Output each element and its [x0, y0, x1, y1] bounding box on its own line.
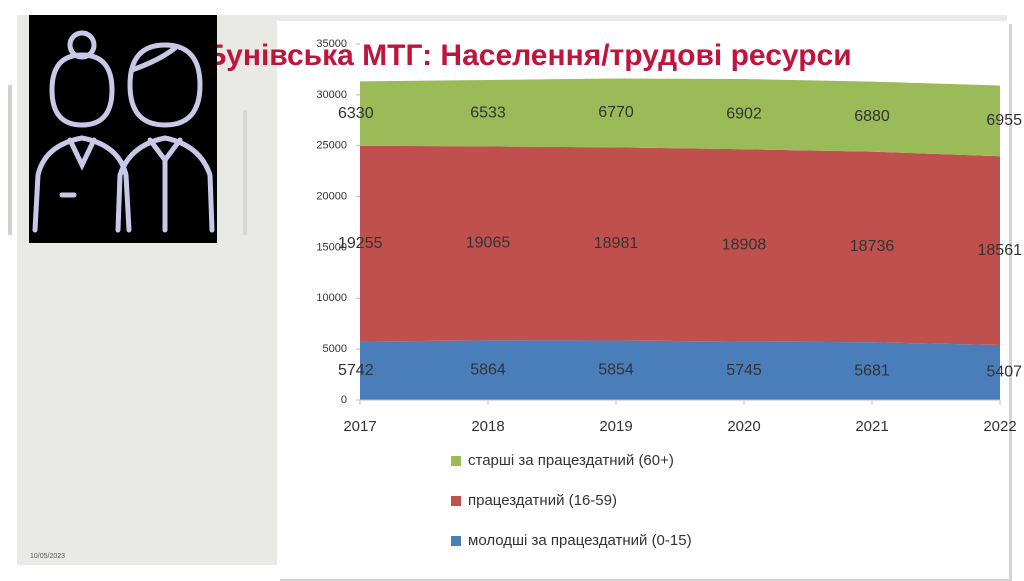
x-tick-label: 2021: [855, 418, 888, 435]
data-label: 5681: [854, 362, 890, 379]
data-label: 6955: [986, 112, 1022, 129]
y-tick-label: 15000: [316, 241, 347, 253]
data-label: 6880: [854, 108, 890, 125]
data-label: 5745: [726, 362, 762, 379]
area: [360, 340, 1000, 400]
data-label: 6533: [470, 104, 506, 121]
data-label: 6902: [726, 105, 762, 122]
x-tick-label: 2018: [471, 418, 504, 435]
data-label: 18561: [978, 242, 1023, 259]
x-tick-label: 2017: [343, 418, 376, 435]
legend-swatch: [451, 536, 461, 546]
area: [360, 145, 1000, 346]
data-label: 18981: [594, 235, 639, 252]
y-tick-label: 35000: [316, 38, 347, 50]
legend-swatch: [451, 496, 461, 506]
data-label: 18908: [722, 237, 767, 254]
legend-label: старші за працездатний (60+): [468, 452, 674, 469]
data-label: 5854: [598, 361, 634, 378]
data-label: 6770: [598, 104, 634, 121]
data-label: 19255: [338, 235, 383, 252]
legend-swatch: [451, 456, 461, 466]
decor-bar: [8, 85, 12, 235]
y-tick-label: 5000: [323, 343, 347, 355]
x-tick-label: 2019: [599, 418, 632, 435]
data-label: 5407: [986, 364, 1022, 381]
y-tick-label: 30000: [316, 89, 347, 101]
y-tick-label: 20000: [316, 190, 347, 202]
people-image: [29, 15, 217, 243]
y-tick-label: 0: [341, 394, 347, 406]
x-tick-label: 2022: [983, 418, 1016, 435]
y-tick-label: 25000: [316, 140, 347, 152]
slide-date: 10/05/2023: [30, 553, 65, 560]
people-icon: [32, 30, 215, 233]
data-label: 18736: [850, 238, 895, 255]
plot-area: 0 5000 10000 15000 20000 25000 30000 35000 2017 2…: [316, 38, 1022, 435]
legend-label: працездатний (16-59): [468, 492, 617, 509]
data-label: 5742: [338, 362, 374, 379]
chart-title: Бунівська МТГ: Населення/трудові ресурси: [205, 39, 852, 72]
area: [360, 78, 1000, 157]
y-tick-label: 10000: [316, 292, 347, 304]
data-label: 19065: [466, 235, 511, 252]
data-label: 6330: [338, 105, 374, 122]
data-label: 5864: [470, 361, 506, 378]
decor-bar: [243, 110, 247, 235]
x-tick-label: 2020: [727, 418, 760, 435]
legend-label: молодші за працездатний (0-15): [468, 532, 692, 549]
